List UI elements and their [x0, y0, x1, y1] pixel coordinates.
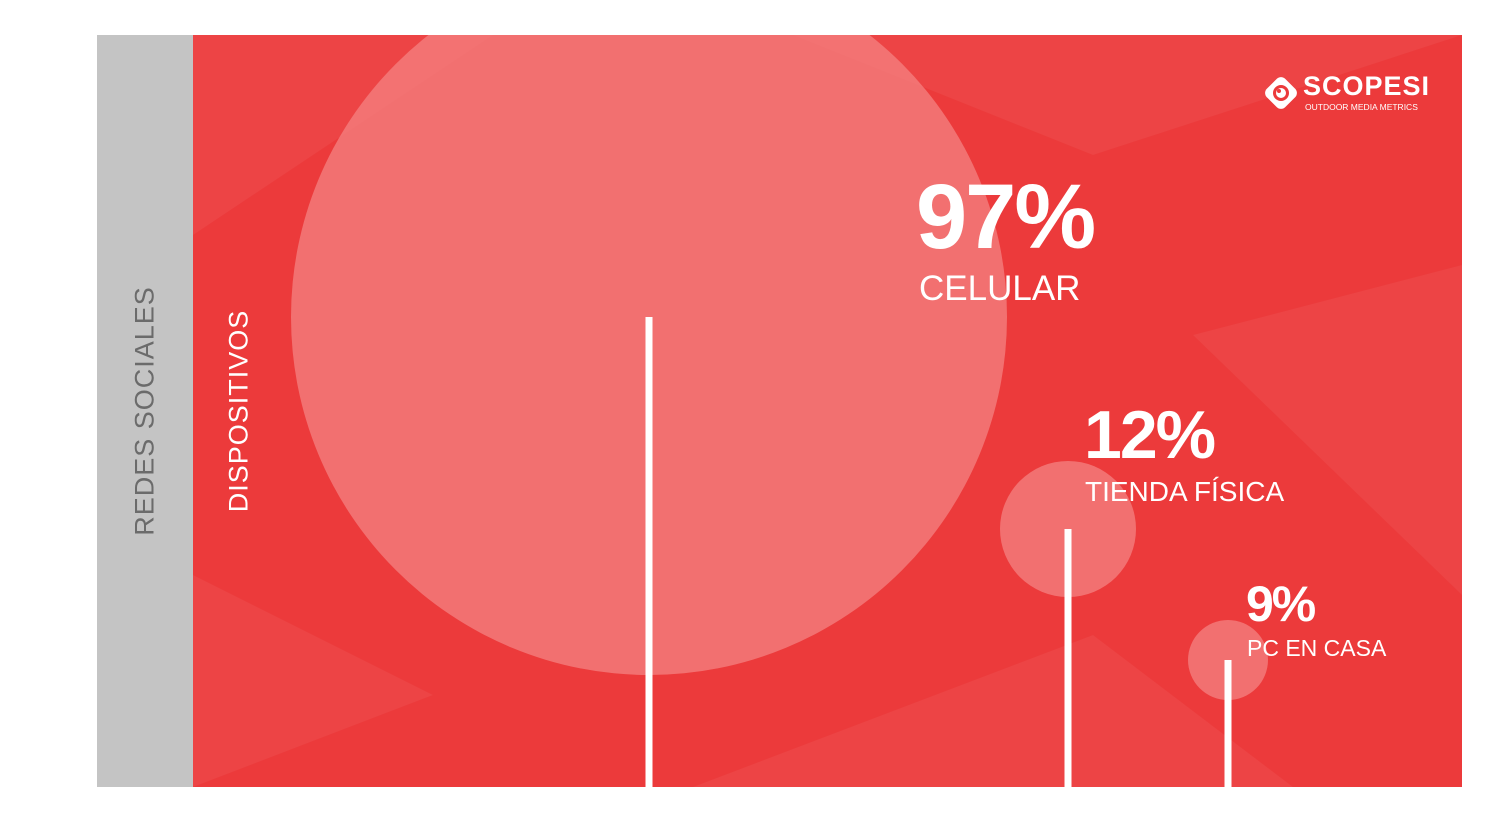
logo-name: SCOPESI: [1303, 71, 1431, 101]
stem-2: [1224, 660, 1232, 787]
value-label-tienda: 12%: [1084, 397, 1216, 473]
infographic-panel: REDES SOCIALES DISPOSITIVOS 97% CELULAR …: [97, 35, 1462, 787]
section-title: DISPOSITIVOS: [223, 309, 254, 513]
background-facet: [793, 35, 1462, 155]
stem-1: [1064, 529, 1072, 787]
background-facet: [1193, 265, 1462, 595]
background-facet: [693, 635, 1293, 787]
stem-0: [645, 317, 653, 787]
dispositivos-section: DISPOSITIVOS 97% CELULAR 12% TIENDA FÍSI…: [193, 35, 1462, 787]
bubble-chart: [193, 35, 1462, 787]
category-label-celular: CELULAR: [919, 269, 1081, 308]
value-label-celular: 97%: [916, 166, 1096, 268]
category-label-pc: PC EN CASA: [1247, 635, 1387, 661]
tab-label: REDES SOCIALES: [129, 286, 160, 536]
value-label-pc: 9%: [1246, 576, 1316, 632]
logo-tagline: OUTDOOR MEDIA METRICS: [1305, 102, 1418, 112]
category-label-tienda: TIENDA FÍSICA: [1085, 476, 1285, 507]
logo-eye-icon: [1265, 77, 1297, 109]
tab-redes-sociales[interactable]: REDES SOCIALES: [97, 35, 193, 787]
background-facet: [193, 575, 433, 787]
